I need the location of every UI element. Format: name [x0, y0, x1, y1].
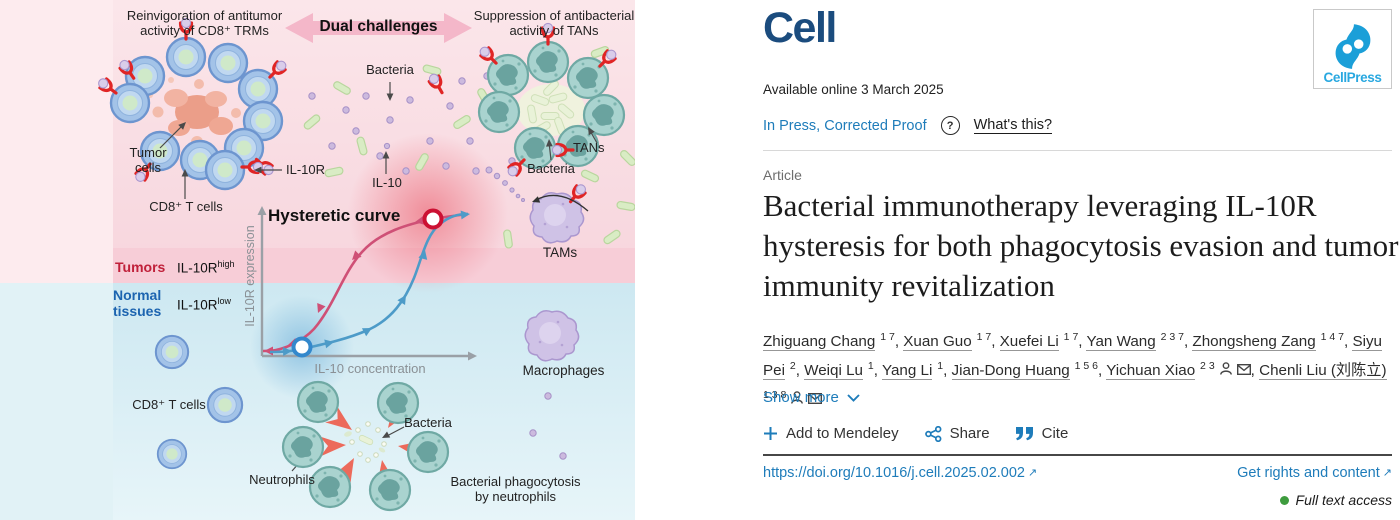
graphical-abstract: Reinvigoration of antitumor activity of C… [0, 0, 635, 520]
label-il10r-high: IL-10Rhigh [177, 259, 235, 276]
author-sup: 1 7 [973, 331, 992, 343]
author-name[interactable]: Yan Wang [1086, 333, 1156, 352]
cellpress-mark-icon [1335, 24, 1370, 69]
author-name[interactable]: Chenli Liu (刘陈立) [1259, 362, 1387, 381]
macrophage-cell [524, 310, 580, 362]
author[interactable]: Xuefei Li 1 7, [999, 331, 1087, 352]
tan-cluster [425, 21, 626, 180]
author-name[interactable]: Siyu Pei [763, 333, 1382, 381]
label-tumors: Tumors [115, 259, 166, 275]
cite-quotes-icon [1015, 426, 1033, 440]
author-sup: 1 3 8 [763, 389, 787, 402]
high-state-point [422, 208, 444, 230]
author-sup: 1 7 [1060, 331, 1079, 343]
neutrophil-phagocytosis [281, 380, 450, 512]
author[interactable]: Yan Wang 2 3 7, [1086, 331, 1193, 352]
external-link-icon: ↗ [1028, 467, 1038, 479]
author[interactable]: Weiqi Lu 1, [804, 360, 882, 381]
author-sup: 1 5 6 [1071, 360, 1099, 373]
author-name[interactable]: Weiqi Lu [804, 362, 863, 381]
cellpress-logo[interactable]: CellPress [1313, 9, 1392, 89]
author-email-link[interactable] [1236, 362, 1251, 379]
author[interactable]: Siyu Pei 2, [763, 333, 1382, 381]
label-dual-challenges: Dual challenges [319, 18, 438, 35]
author[interactable]: Jian-Dong Huang 1 5 6, [951, 360, 1107, 381]
plus-icon [764, 427, 777, 440]
chevron-down-icon [847, 393, 860, 402]
author-name[interactable]: Zhongsheng Zang [1192, 333, 1316, 352]
author-profile-icon [791, 391, 804, 404]
email-author-icon [808, 393, 823, 405]
doi-link[interactable]: https://doi.org/10.1016/j.cell.2025.02.0… [763, 465, 1038, 481]
divider-bottom [763, 454, 1392, 456]
rights-link[interactable]: Get rights and content ↗ [1237, 465, 1392, 481]
whats-this-link[interactable]: What's this? [973, 117, 1053, 134]
cellpress-wordmark: CellPress [1323, 70, 1382, 85]
open-access-dot-icon [1279, 495, 1289, 505]
article-title: Bacterial immunotherapy leveraging IL-10… [763, 188, 1399, 303]
author-sup: 1 [865, 360, 874, 373]
author[interactable]: Yichuan Xiao 2 3, [1106, 360, 1260, 381]
divider-top [763, 150, 1392, 151]
in-press-link[interactable]: In Press, Corrected Proof [763, 117, 927, 134]
author-name[interactable]: Xuan Guo [903, 333, 972, 352]
action-bar: Add to Mendeley Share Cite [763, 425, 1068, 442]
article-type: Article [763, 167, 802, 183]
author-name[interactable]: Yang Li [881, 362, 933, 381]
share-icon [924, 425, 942, 442]
y-axis-label: IL-10R expression [243, 225, 257, 327]
author-name[interactable]: Zhiguang Chang [763, 333, 876, 352]
email-author-icon [1236, 364, 1251, 376]
author-sup: 1 4 7 [1317, 331, 1344, 343]
author-sup: 2 [786, 360, 796, 373]
show-more-button[interactable]: Show more [763, 389, 860, 406]
add-to-mendeley-button[interactable]: Add to Mendeley [763, 425, 899, 442]
share-button[interactable]: Share [924, 425, 990, 442]
author[interactable]: Zhiguang Chang 1 7, [763, 331, 904, 352]
author-profile-link[interactable] [1219, 362, 1232, 379]
author-profile-link[interactable] [791, 391, 804, 408]
available-online-date: Available online 3 March 2025 [763, 82, 944, 97]
author-name[interactable]: Yichuan Xiao [1106, 362, 1196, 381]
author-name[interactable]: Xuefei Li [999, 333, 1059, 352]
author-name[interactable]: Jian-Dong Huang [951, 362, 1070, 381]
access-status: Full text access [1279, 492, 1392, 508]
author[interactable]: Chenli Liu (刘陈立) 1 3 8 [763, 362, 1389, 408]
author-profile-icon [1219, 362, 1232, 375]
author[interactable]: Yang Li 1, [881, 360, 952, 381]
author-email-link[interactable] [808, 391, 823, 408]
low-state-point [291, 336, 313, 358]
x-axis-label: IL-10 concentration [314, 361, 426, 376]
label-hysteretic-curve: Hysteretic curve [268, 206, 401, 225]
author[interactable]: Xuan Guo 1 7, [903, 331, 1000, 352]
author-sup: 1 7 [877, 331, 895, 343]
question-icon[interactable]: ? [940, 116, 960, 135]
author-sup: 2 3 [1197, 360, 1215, 373]
cite-button[interactable]: Cite [1015, 425, 1068, 442]
author-list: Zhiguang Chang 1 7, Xuan Guo 1 7, Xuefei… [763, 325, 1395, 412]
author-sup: 1 [934, 360, 944, 373]
external-link-icon: ↗ [1382, 467, 1392, 479]
author[interactable]: Zhongsheng Zang 1 4 7, [1192, 331, 1353, 352]
tam-cell [529, 180, 590, 244]
hysteresis-plot [257, 206, 477, 361]
graphical-abstract-art [0, 0, 635, 520]
dual-challenges-banner [285, 13, 472, 43]
label-normal-tissues: Normal tissues [113, 287, 162, 320]
label-il10r-low: IL-10Rlow [177, 296, 232, 313]
author-sup: 2 3 7 [1157, 331, 1184, 343]
journal-logo[interactable]: Cell [763, 4, 837, 52]
